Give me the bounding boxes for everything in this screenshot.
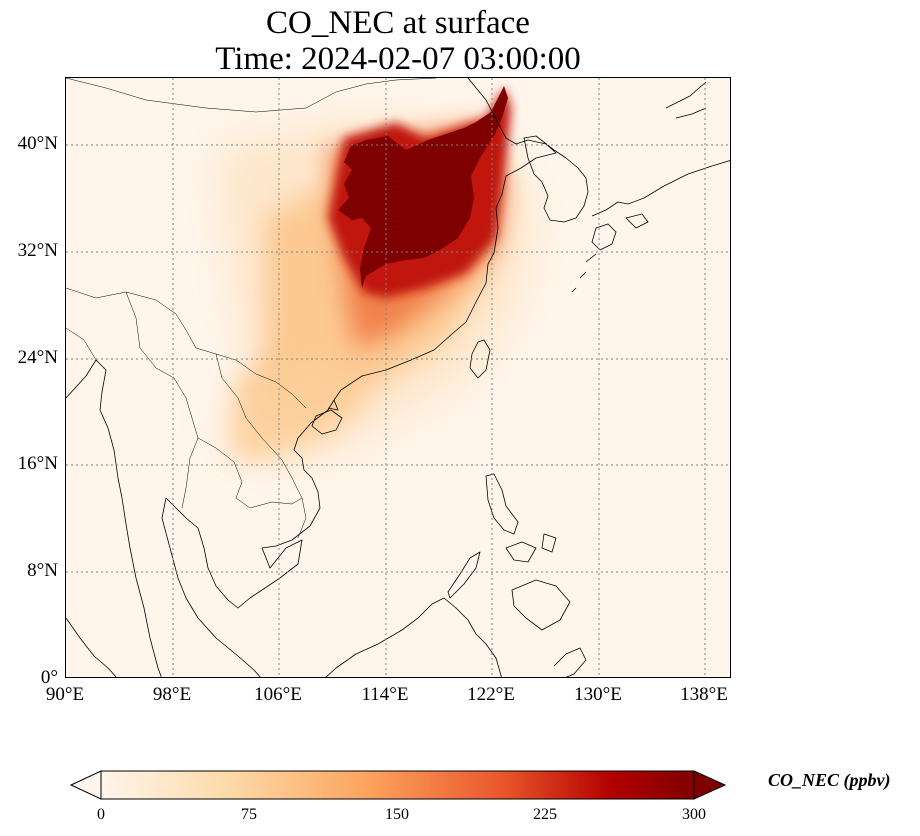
philippines-visayas — [505, 533, 557, 563]
china-mainland-coast — [333, 78, 557, 401]
sumatra-fragment — [66, 617, 117, 677]
lon-tick-label-106e: 106°E — [254, 684, 302, 705]
taiwan-island — [469, 339, 491, 379]
korea-peninsula — [523, 135, 589, 223]
borneo-north-coast — [325, 597, 502, 677]
colorbar-tick-300: 300 — [682, 806, 706, 823]
lat-tick-label-40n: 40°N — [17, 133, 58, 154]
palawan-island — [447, 551, 481, 599]
lon-tick-label-122e: 122°E — [467, 684, 515, 705]
colorbar-gradient — [100, 770, 695, 800]
myanmar-coast — [66, 359, 162, 677]
lat-tick-label-32n: 32°N — [17, 240, 58, 261]
leizhou-peninsula — [327, 399, 339, 411]
lon-tick-label-114e: 114°E — [361, 684, 409, 705]
philippines-mindanao — [511, 579, 571, 631]
colorbar-extend-low — [70, 770, 102, 800]
thailand-cambodia-border — [197, 437, 303, 509]
lat-tick-label-0: 0° — [40, 667, 58, 688]
map-panel[interactable] — [65, 77, 731, 678]
coastlines — [66, 78, 730, 677]
sulawesi-fragment — [553, 647, 587, 677]
colorbar-label: CO_NEC (ppbv) — [768, 770, 891, 790]
japan-hokkaido-coast — [665, 81, 707, 119]
china-vietnam-coast — [261, 399, 335, 549]
myanmar-border — [125, 291, 199, 509]
lat-tick-label-8n: 8°N — [27, 560, 58, 581]
colorbar-tick-75: 75 — [241, 806, 257, 823]
indochina-coast — [161, 497, 303, 677]
map-canvas — [66, 78, 730, 677]
laos-vietnam-border — [215, 353, 307, 539]
map-title: CO_NEC at surface — [266, 5, 530, 41]
lon-tick-label-138e: 138°E — [680, 684, 728, 705]
country-borders — [66, 78, 437, 539]
lon-tick-label-130e: 130°E — [574, 684, 622, 705]
lat-tick-label-16n: 16°N — [17, 453, 58, 474]
philippines-luzon — [485, 473, 519, 535]
colorbar-tick-0: 0 — [97, 806, 105, 823]
map-time-subtitle: Time: 2024-02-07 03:00:00 — [215, 41, 581, 77]
ryukyu-islands — [571, 253, 597, 293]
lat-tick-label-24n: 24°N — [17, 347, 58, 368]
hainan-island — [311, 409, 343, 435]
colorbar — [70, 770, 726, 800]
colorbar-extend-high — [693, 770, 726, 800]
plume-south-china-band — [231, 358, 366, 458]
co-concentration-field — [216, 86, 536, 458]
china-north-border — [66, 78, 437, 113]
lon-tick-label-98e: 98°E — [152, 684, 192, 705]
lon-tick-label-90e: 90°E — [45, 684, 85, 705]
plume-dark-core — [338, 86, 508, 288]
japan-kyushu-honshu — [591, 160, 730, 251]
india-bangladesh-border — [66, 327, 97, 361]
colorbar-tick-225: 225 — [533, 806, 557, 823]
gridlines — [66, 78, 730, 677]
colorbar-tick-150: 150 — [385, 806, 409, 823]
